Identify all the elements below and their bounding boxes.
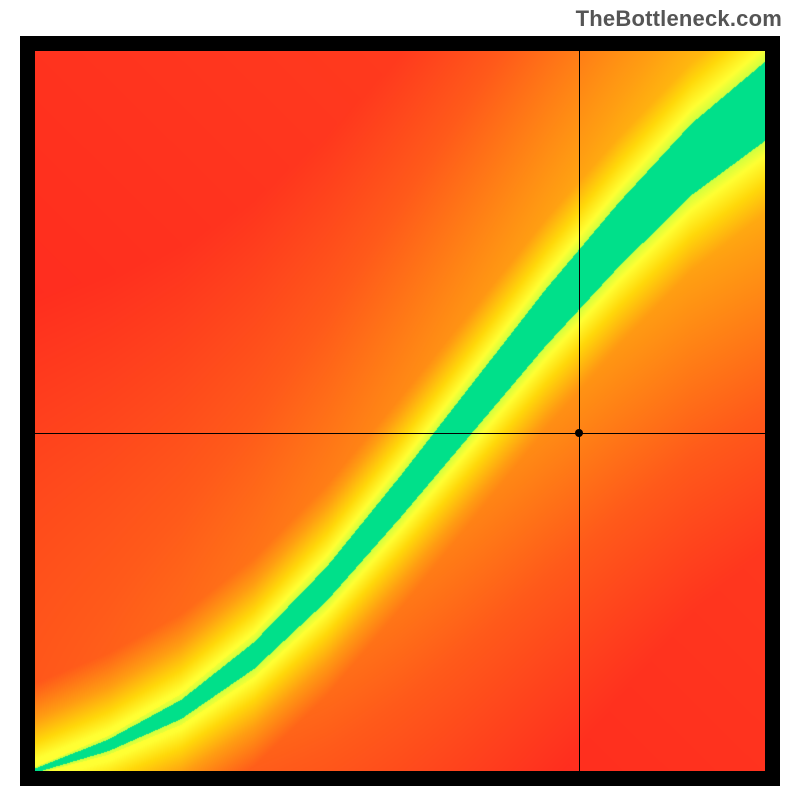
heatmap-canvas	[35, 51, 765, 771]
chart-container: TheBottleneck.com	[0, 0, 800, 800]
plot-frame	[20, 36, 780, 786]
crosshair-horizontal	[35, 433, 765, 434]
plot-inner	[35, 51, 765, 771]
crosshair-marker	[575, 429, 583, 437]
crosshair-vertical	[579, 51, 580, 771]
watermark-text: TheBottleneck.com	[576, 6, 782, 32]
